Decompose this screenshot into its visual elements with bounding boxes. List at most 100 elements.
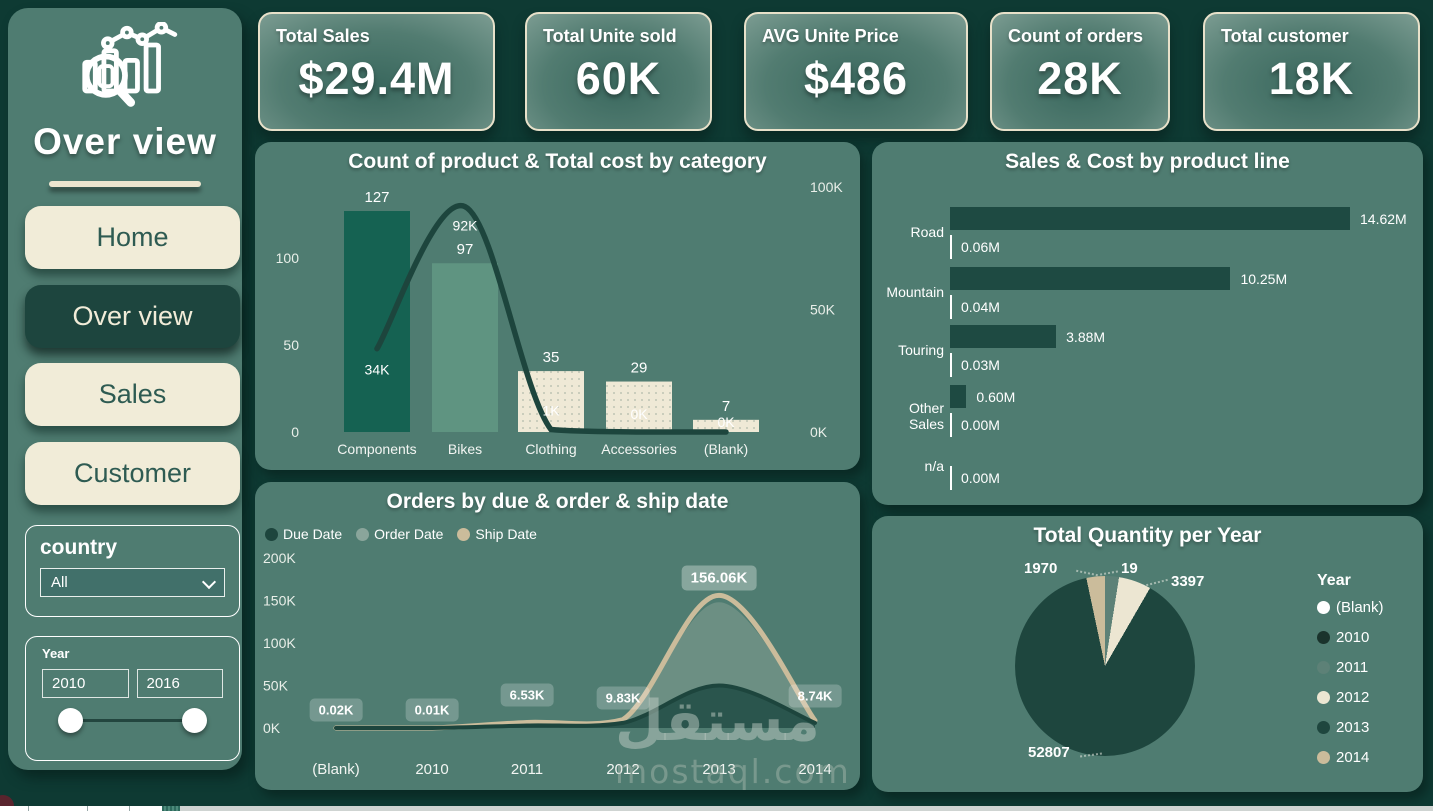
sales-bar-2[interactable] <box>950 325 1057 348</box>
y-axis-tick: 200K <box>263 550 296 566</box>
x-axis-label: Accessories <box>601 441 676 457</box>
x-axis-label: Clothing <box>525 441 576 457</box>
kpi-card-total-sales[interactable]: Total Sales $29.4M <box>258 12 495 131</box>
slider-handle-right[interactable] <box>182 708 207 733</box>
legend-label: 2012 <box>1336 689 1370 706</box>
pie[interactable] <box>1015 576 1195 756</box>
kpi-value: 28K <box>1037 53 1123 104</box>
legend-item-due-date[interactable]: Due Date <box>265 526 342 542</box>
pie-data-label-2013: 52807 <box>1028 744 1070 761</box>
total-cost-line[interactable] <box>374 203 729 435</box>
cost-bar-4[interactable]: 0.00M <box>950 466 1000 490</box>
cost-bar-2[interactable]: 0.03M <box>950 353 1000 377</box>
data-label-chip: 156.06K <box>681 565 757 591</box>
cost-bar-1[interactable]: 0.04M <box>950 295 1000 319</box>
legend-dot <box>457 527 471 541</box>
page-tab[interactable] <box>130 806 162 811</box>
cost-bar-0[interactable]: 0.06M <box>950 235 1000 259</box>
page-tab[interactable] <box>29 806 88 811</box>
legend-label: 2013 <box>1336 719 1370 736</box>
data-label-chip: 8.74K <box>788 684 842 708</box>
left-axis-tick: 100 <box>276 250 300 266</box>
bar-Bikes[interactable] <box>432 263 498 432</box>
country-filter: country All <box>25 525 240 617</box>
legend-dot <box>1317 601 1330 614</box>
sales-bar-3[interactable] <box>950 385 967 408</box>
orders-chart-panel: Orders by due & order & ship date Due Da… <box>255 482 860 790</box>
nav-home-button[interactable]: Home <box>25 206 240 269</box>
sales-value-label: 0.60M <box>976 389 1016 405</box>
legend-dot <box>1317 751 1330 764</box>
legend-dot <box>1317 631 1330 644</box>
right-axis-tick: 50K <box>810 302 836 318</box>
kpi-card-units-sold[interactable]: Total Unite sold 60K <box>525 12 712 131</box>
combo-chart-canvas[interactable]: 100 50 0 100K 50K 0K 127 Components 97 Bikes 35 Clo… <box>255 174 860 470</box>
x-axis-label: Components <box>337 441 416 457</box>
y-axis-tick: 50K <box>263 678 289 694</box>
page-tab-strip <box>0 806 1433 811</box>
page-tab-area[interactable] <box>180 806 1433 811</box>
x-axis-label: (Blank) <box>312 761 360 778</box>
kpi-card-avg-price[interactable]: AVG Unite Price $486 <box>744 12 968 131</box>
year-filter: Year 2010 2016 <box>25 636 240 761</box>
combo-chart-title: Count of product & Total cost by categor… <box>348 150 767 173</box>
orders-chart-canvas[interactable]: 200K 150K 100K 50K 0K (Blank) 2010 2011 2012 2013… <box>255 482 860 790</box>
year-from-input[interactable]: 2010 <box>42 669 129 698</box>
legend-label: (Blank) <box>1336 599 1384 616</box>
category-label-n-a: n/a <box>924 458 944 474</box>
x-axis-label: 2010 <box>415 761 448 778</box>
pie-legend-item-2013[interactable]: 2013 <box>1317 719 1384 736</box>
sales-bar-1[interactable] <box>950 267 1231 290</box>
sales-value-label: 14.62M <box>1360 211 1407 227</box>
page-tab-active[interactable] <box>162 806 180 811</box>
x-axis-label: 2011 <box>511 761 543 778</box>
line-label: 34K <box>365 362 391 378</box>
kpi-card-total-customer[interactable]: Total customer 18K <box>1203 12 1420 131</box>
left-axis-tick: 0 <box>291 424 299 440</box>
legend-dot <box>1317 691 1330 704</box>
page-tab[interactable] <box>88 806 130 811</box>
sales-cost-canvas[interactable]: Road 14.62M 0.06M Mountain 10.25M 0.04M Tourin… <box>872 142 1423 505</box>
bar-label: 7 <box>722 398 730 415</box>
pie-legend-item-2011[interactable]: 2011 <box>1317 659 1384 676</box>
nav-customer-button[interactable]: Customer <box>25 442 240 505</box>
pie-legend-item-Blank[interactable]: (Blank) <box>1317 599 1384 616</box>
legend-label: Due Date <box>283 526 343 542</box>
pie-legend-item-2014[interactable]: 2014 <box>1317 749 1384 766</box>
sales-value-label: 3.88M <box>1066 329 1106 345</box>
sales-cost-panel: Sales & Cost by product line Road 14.62M 0… <box>872 142 1423 505</box>
nav-sales-button[interactable]: Sales <box>25 363 240 426</box>
y-axis-tick: 0K <box>263 720 281 736</box>
pie-data-label-2011: 19 <box>1121 560 1138 577</box>
year-range-slider[interactable] <box>42 706 223 736</box>
legend-label: Ship Date <box>475 526 537 542</box>
kpi-value: 18K <box>1268 53 1355 104</box>
legend-item-order-date[interactable]: Order Date <box>356 526 443 542</box>
due-date-area[interactable] <box>336 685 815 729</box>
pie-leader-line <box>1099 570 1119 576</box>
pie-data-label-2012: 3397 <box>1171 573 1205 590</box>
orders-chart-title: Orders by due & order & ship date <box>386 490 729 513</box>
pie-legend-item-2010[interactable]: 2010 <box>1317 629 1384 646</box>
pie-legend-item-2012[interactable]: 2012 <box>1317 689 1384 706</box>
year-to-input[interactable]: 2016 <box>136 669 223 698</box>
sidebar-title: Over view <box>33 121 217 162</box>
pie-chart-title: Total Quantity per Year <box>1033 524 1262 547</box>
year-filter-label: Year <box>42 646 70 661</box>
pie-chart-canvas[interactable]: 19 3397 52807 1970 Year (Blank) 2010 2011 2012 20… <box>872 516 1423 792</box>
bar-Components[interactable] <box>344 211 410 432</box>
sales-bar-0[interactable] <box>950 207 1350 230</box>
country-dropdown[interactable]: All <box>40 568 225 597</box>
x-axis-label: (Blank) <box>704 441 748 457</box>
legend-label: 2014 <box>1336 749 1370 766</box>
legend-label: 2010 <box>1336 629 1370 646</box>
nav-overview-button[interactable]: Over view <box>25 285 240 348</box>
slider-handle-left[interactable] <box>58 708 83 733</box>
bar-label: 97 <box>457 241 474 258</box>
kpi-card-order-count[interactable]: Count of orders 28K <box>990 12 1170 131</box>
x-axis-label: 2014 <box>798 761 831 778</box>
cost-bar-3[interactable]: 0.00M <box>950 413 1000 437</box>
pie-leader-line <box>1142 578 1168 588</box>
page-tab[interactable] <box>0 806 29 811</box>
legend-item-ship-date[interactable]: Ship Date <box>457 526 537 542</box>
